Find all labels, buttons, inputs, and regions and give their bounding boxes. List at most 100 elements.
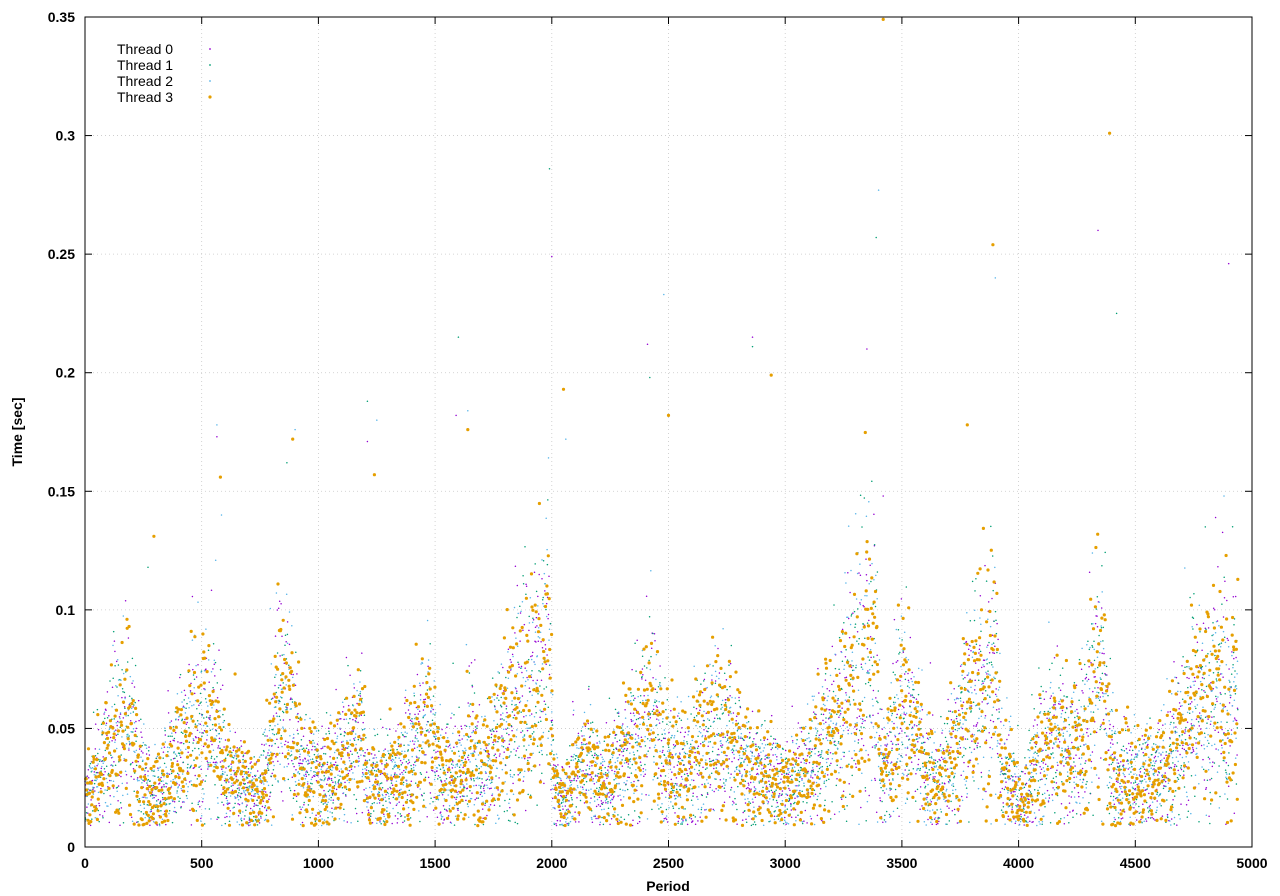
data-point (848, 763, 850, 766)
data-point (240, 792, 242, 795)
data-point (807, 770, 809, 773)
data-point (505, 708, 508, 710)
data-point (1104, 728, 1107, 730)
data-point (352, 761, 355, 763)
data-point (693, 706, 695, 709)
data-point (132, 711, 135, 713)
data-point (129, 743, 131, 746)
data-point (769, 762, 771, 765)
data-point (730, 786, 733, 789)
data-point (346, 747, 349, 749)
data-point (596, 742, 598, 744)
data-point (1018, 789, 1021, 791)
data-point (822, 737, 824, 740)
data-point (1183, 774, 1185, 776)
data-point (580, 761, 582, 763)
data-point (545, 686, 548, 688)
data-point (275, 756, 277, 758)
data-point (995, 709, 998, 711)
data-point (1142, 751, 1144, 754)
data-point (1147, 811, 1150, 813)
data-point (263, 744, 266, 746)
data-point (758, 765, 760, 767)
data-point (1185, 803, 1188, 806)
data-point (1201, 649, 1203, 651)
data-point (356, 752, 359, 754)
data-point (281, 710, 284, 713)
data-point (729, 662, 732, 665)
data-point (371, 822, 374, 824)
data-point (893, 618, 896, 621)
outlier-point (882, 495, 884, 497)
data-point (1129, 746, 1132, 748)
data-point (460, 728, 463, 730)
data-point (903, 713, 905, 715)
data-point (418, 720, 420, 723)
data-point (351, 753, 353, 755)
data-point (794, 763, 797, 765)
data-point (1109, 723, 1111, 726)
data-point (431, 719, 434, 722)
data-point (1194, 795, 1196, 797)
data-point (1134, 787, 1137, 790)
data-point (816, 798, 818, 801)
data-point (200, 768, 202, 770)
data-point (172, 757, 175, 760)
data-point (437, 750, 439, 753)
data-point (338, 779, 340, 781)
data-point (902, 651, 905, 653)
data-point (811, 720, 813, 722)
data-point (506, 809, 508, 812)
data-point (1079, 745, 1082, 748)
data-point (491, 728, 494, 731)
data-point (1200, 717, 1202, 719)
data-point (301, 762, 303, 765)
data-point (590, 750, 592, 753)
data-point (461, 795, 464, 797)
data-point (634, 722, 637, 725)
data-point (1208, 815, 1210, 818)
data-point (91, 818, 93, 820)
data-point (1107, 749, 1110, 751)
data-point (1195, 738, 1197, 740)
data-point (938, 817, 941, 819)
data-point (173, 800, 176, 803)
data-point (601, 764, 604, 766)
data-point (1029, 742, 1031, 744)
data-point (1135, 803, 1137, 805)
data-point (206, 739, 208, 741)
data-point (1047, 710, 1049, 713)
data-point (354, 719, 357, 722)
data-point (865, 716, 868, 718)
data-point (936, 809, 938, 811)
data-point (443, 769, 445, 772)
data-point (123, 706, 126, 708)
data-point (211, 723, 214, 726)
data-point (989, 746, 991, 749)
data-point (709, 760, 711, 763)
data-point (1172, 799, 1174, 801)
data-point (441, 793, 444, 796)
data-point (1152, 773, 1155, 775)
data-point (1182, 655, 1184, 658)
data-point (825, 779, 828, 782)
data-point (884, 744, 886, 746)
data-point (1203, 689, 1205, 692)
data-point (831, 683, 833, 686)
data-point (728, 664, 730, 666)
data-point (336, 723, 339, 725)
data-point (326, 779, 329, 781)
data-point (499, 805, 501, 807)
data-point (605, 802, 607, 804)
data-point (199, 805, 201, 808)
data-point (143, 796, 145, 799)
data-point (1088, 571, 1091, 573)
data-point (984, 714, 987, 717)
data-point (285, 640, 287, 643)
data-point (962, 701, 965, 703)
data-point (732, 800, 734, 803)
data-point (1128, 742, 1130, 745)
data-point (566, 822, 568, 825)
data-point (488, 743, 490, 745)
outlier-point (216, 435, 218, 438)
